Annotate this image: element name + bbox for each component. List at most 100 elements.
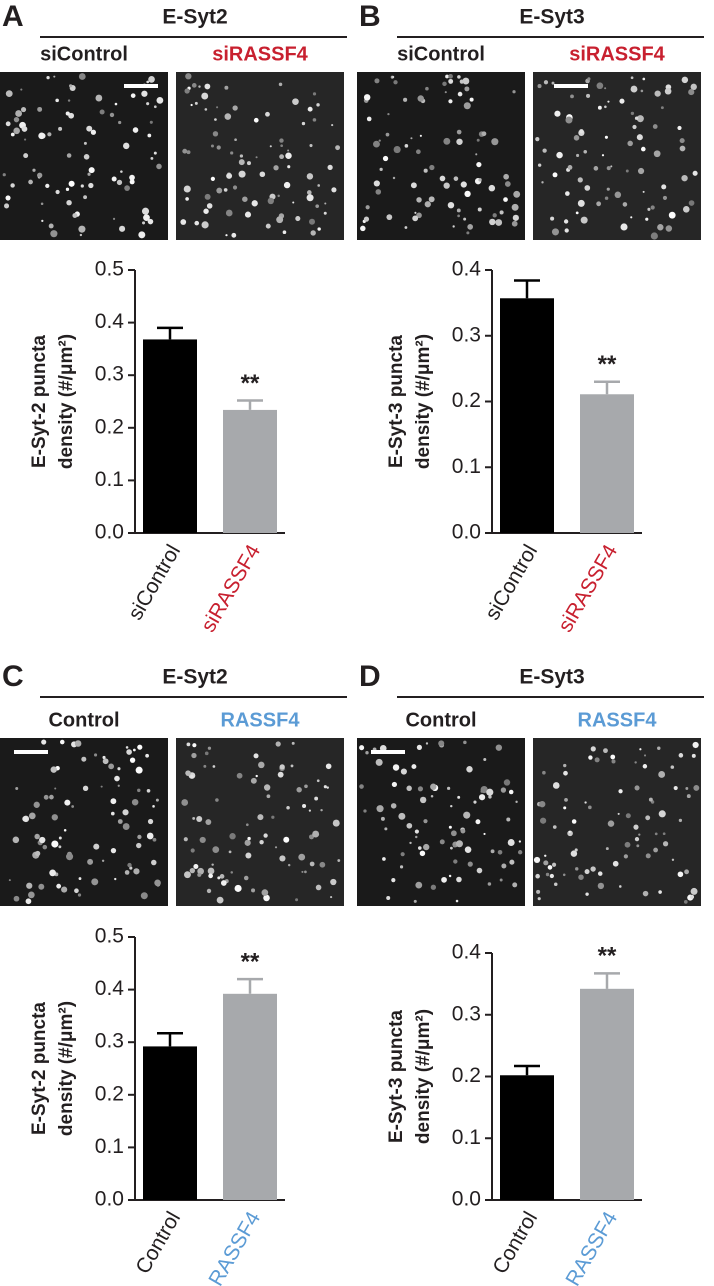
puncta [13, 116, 20, 123]
puncta [690, 887, 698, 895]
puncta [410, 182, 417, 189]
puncta [604, 87, 607, 90]
puncta [456, 208, 461, 213]
puncta [230, 871, 233, 874]
puncta [223, 188, 228, 192]
puncta [416, 212, 422, 219]
puncta [269, 145, 272, 148]
panel-title: E-Syt2 [162, 6, 227, 29]
puncta [83, 154, 90, 160]
puncta [219, 874, 225, 879]
puncta [50, 230, 58, 238]
puncta [658, 771, 666, 778]
puncta [38, 883, 45, 890]
puncta [630, 85, 638, 93]
puncta [261, 889, 269, 896]
puncta [279, 855, 286, 862]
puncta [550, 216, 555, 221]
puncta [141, 207, 150, 215]
puncta [450, 804, 453, 808]
puncta [475, 819, 481, 825]
puncta [495, 744, 503, 751]
error-bar [237, 977, 263, 994]
puncta [642, 890, 649, 897]
puncta [41, 219, 44, 223]
puncta [642, 764, 648, 769]
puncta [28, 812, 36, 820]
error-bar [157, 1032, 183, 1047]
puncta [448, 78, 454, 84]
puncta [242, 196, 248, 202]
bar [143, 1046, 197, 1200]
puncta [49, 794, 54, 800]
puncta [614, 191, 622, 199]
puncta [457, 91, 463, 97]
puncta [124, 870, 130, 875]
puncta [653, 847, 658, 853]
puncta [551, 228, 560, 236]
puncta [224, 85, 229, 90]
puncta [45, 183, 50, 188]
puncta [83, 195, 88, 200]
puncta [624, 841, 631, 848]
puncta [287, 149, 290, 152]
puncta [645, 853, 651, 859]
puncta [312, 118, 317, 122]
puncta [130, 93, 136, 98]
puncta [567, 164, 573, 170]
error-bar [157, 326, 183, 340]
puncta [612, 860, 619, 867]
puncta [251, 888, 256, 893]
puncta [28, 179, 33, 185]
puncta [122, 823, 130, 830]
puncta [35, 850, 41, 857]
puncta [64, 799, 71, 806]
puncta [630, 76, 634, 80]
puncta [274, 846, 278, 849]
puncta [229, 833, 236, 840]
puncta [217, 876, 221, 880]
puncta [620, 223, 628, 231]
puncta [443, 137, 451, 145]
puncta [457, 214, 460, 218]
y-tick-label: 0.4 [95, 310, 125, 333]
puncta [203, 764, 207, 768]
puncta [535, 873, 540, 879]
puncta [93, 843, 100, 850]
puncta [22, 816, 28, 822]
puncta [207, 746, 212, 750]
puncta [611, 759, 616, 764]
puncta [590, 746, 596, 752]
puncta [110, 811, 115, 816]
puncta [186, 150, 191, 155]
puncta [503, 197, 508, 202]
puncta [509, 859, 515, 865]
puncta [184, 871, 191, 879]
puncta [323, 785, 327, 789]
puncta [438, 740, 445, 747]
micrograph [357, 72, 525, 240]
puncta [365, 751, 369, 755]
puncta [417, 786, 424, 792]
puncta [448, 74, 453, 79]
puncta [81, 756, 87, 762]
x-tick-label: siRASSF4 [197, 540, 266, 636]
puncta [327, 164, 333, 170]
puncta [439, 175, 446, 182]
puncta [315, 204, 320, 208]
puncta [225, 209, 233, 217]
puncta [232, 105, 238, 111]
significance: ** [598, 943, 617, 970]
puncta [460, 181, 467, 188]
puncta [216, 145, 221, 150]
puncta [310, 230, 316, 236]
y-tick-label: 0.2 [95, 415, 124, 438]
y-tick-label: 0.2 [452, 389, 481, 412]
puncta [464, 846, 472, 853]
puncta [570, 850, 578, 857]
puncta [583, 150, 588, 154]
puncta [490, 849, 495, 854]
puncta [653, 150, 661, 158]
puncta [363, 809, 367, 813]
puncta [292, 98, 299, 105]
